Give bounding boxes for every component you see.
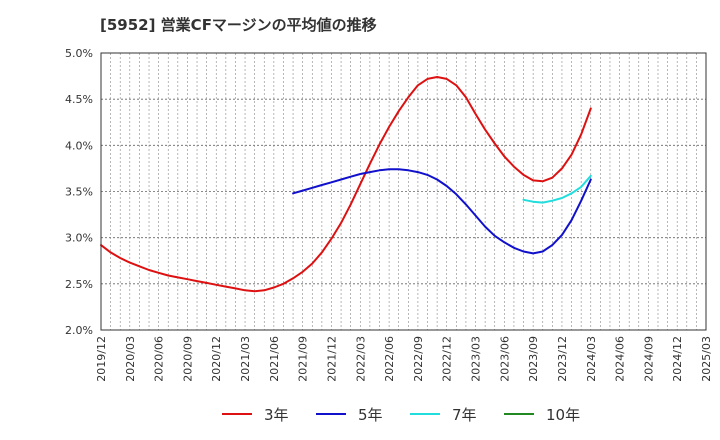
y-tick-label: 3.5% <box>65 186 93 199</box>
x-axis-ticks: 2019/12 2020/03 2020/06 2020/09 2020/12 2021/… <box>95 336 713 382</box>
x-tick-label: 2021/03 <box>239 336 252 382</box>
x-tick-label: 2023/09 <box>527 336 540 382</box>
chart-title: [5952] 営業CFマージンの平均値の推移 <box>100 16 377 34</box>
x-tick-label: 2020/03 <box>124 336 137 382</box>
x-tick-label: 2020/12 <box>210 336 223 382</box>
x-tick-label: 2022/06 <box>383 336 396 382</box>
x-tick-label: 2021/12 <box>325 336 338 382</box>
legend-label-5y: 5年 <box>358 405 383 424</box>
plot-frame <box>100 52 707 331</box>
x-tick-label: 2024/03 <box>585 336 598 382</box>
y-tick-label: 3.0% <box>65 232 93 245</box>
series-lines <box>100 76 592 293</box>
series-line-2 <box>522 174 592 204</box>
y-tick-label: 4.5% <box>65 93 93 106</box>
y-tick-label: 5.0% <box>65 47 93 60</box>
legend-item-5y: 5年 <box>316 402 383 426</box>
legend-swatch-5y <box>316 413 346 415</box>
x-tick-label: 2021/09 <box>297 336 310 382</box>
x-tick-label: 2019/12 <box>95 336 108 382</box>
legend-swatch-10y <box>504 413 534 415</box>
legend-label-10y: 10年 <box>546 405 581 424</box>
legend-swatch-7y <box>410 413 440 415</box>
x-tick-label: 2024/12 <box>671 336 684 382</box>
x-tick-label: 2020/06 <box>153 336 166 382</box>
legend-label-3y: 3年 <box>264 405 289 424</box>
legend: 3年 5年 7年 10年 <box>0 402 720 426</box>
y-tick-label: 2.0% <box>65 324 93 337</box>
grid <box>101 53 706 330</box>
x-tick-label: 2023/12 <box>556 336 569 382</box>
x-tick-label: 2024/09 <box>642 336 655 382</box>
x-tick-label: 2022/09 <box>412 336 425 382</box>
y-tick-label: 2.5% <box>65 278 93 291</box>
x-tick-label: 2020/09 <box>181 336 194 382</box>
x-tick-label: 2023/06 <box>498 336 511 382</box>
series-line-1 <box>292 168 592 255</box>
y-axis-ticks: 5.0% 4.5% 4.0% 3.5% 3.0% 2.5% 2.0% <box>65 47 93 337</box>
x-tick-label: 2022/03 <box>354 336 367 382</box>
x-tick-label: 2024/06 <box>614 336 627 382</box>
x-tick-label: 2022/12 <box>441 336 454 382</box>
y-tick-label: 4.0% <box>65 139 93 152</box>
legend-label-7y: 7年 <box>452 405 477 424</box>
legend-item-7y: 7年 <box>410 402 477 426</box>
x-tick-label: 2023/03 <box>470 336 483 382</box>
x-tick-label: 2021/06 <box>268 336 281 382</box>
legend-item-3y: 3年 <box>222 402 289 426</box>
legend-swatch-3y <box>222 413 252 415</box>
line-chart: 5.0% 4.5% 4.0% 3.5% 3.0% 2.5% 2.0% 2019/12 2020… <box>65 47 713 382</box>
series-line-0 <box>100 76 592 293</box>
x-tick-label: 2025/03 <box>700 336 713 382</box>
legend-item-10y: 10年 <box>504 402 580 426</box>
